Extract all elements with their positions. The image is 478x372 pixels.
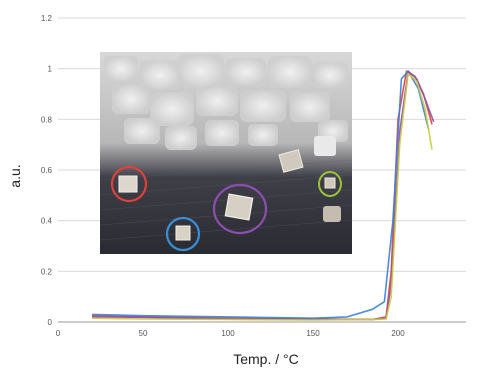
x-tick-labels: 0 50 100 150 200: [56, 329, 405, 338]
y-tick-label: 0.4: [41, 217, 53, 226]
x-axis-label: Temp. / °C: [233, 351, 299, 367]
y-tick-label: 0.8: [41, 115, 53, 124]
x-tick-label: 0: [56, 329, 61, 338]
y-tick-label: 0.6: [41, 166, 53, 175]
x-tick-label: 200: [391, 329, 405, 338]
x-tick-label: 100: [221, 329, 235, 338]
red-circle-marker: [110, 165, 148, 203]
series-line-4: [91, 72, 433, 321]
y-tick-label: 0: [48, 318, 53, 327]
green-circle-marker: [318, 171, 342, 197]
y-tick-label: 1.2: [41, 14, 53, 23]
y-tick-labels: 0 0.2 0.4 0.6 0.8 1 1.2: [41, 14, 53, 327]
x-tick-label: 50: [139, 329, 148, 338]
x-tick-label: 150: [306, 329, 320, 338]
y-axis-label: a.u.: [7, 164, 23, 187]
purple-circle-marker: [212, 183, 268, 235]
blue-circle-marker: [165, 216, 201, 252]
crystal-photo-inset: [99, 52, 353, 254]
y-tick-label: 0.2: [41, 267, 53, 276]
series-lines: [91, 70, 435, 321]
y-tick-label: 1: [48, 65, 53, 74]
